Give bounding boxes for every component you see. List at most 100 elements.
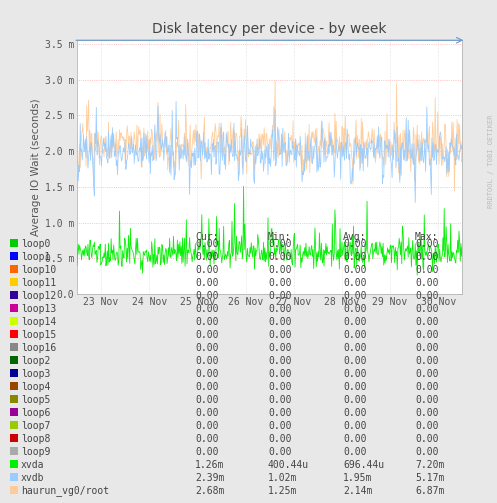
Text: loop4: loop4 <box>21 381 50 391</box>
Text: 0.00: 0.00 <box>415 329 438 340</box>
Text: loop10: loop10 <box>21 265 56 275</box>
Text: loop13: loop13 <box>21 303 56 313</box>
Text: 0.00: 0.00 <box>343 447 366 457</box>
Text: 0.00: 0.00 <box>195 381 219 391</box>
Text: Min:: Min: <box>268 232 292 242</box>
Text: Max:: Max: <box>415 232 438 242</box>
Text: 0.00: 0.00 <box>268 394 292 404</box>
Text: 0.00: 0.00 <box>415 278 438 288</box>
Text: 0.00: 0.00 <box>268 447 292 457</box>
Text: 0.00: 0.00 <box>268 291 292 300</box>
Text: Avg:: Avg: <box>343 232 366 242</box>
Text: loop0: loop0 <box>21 238 50 248</box>
Text: 7.20m: 7.20m <box>415 460 444 469</box>
Title: Disk latency per device - by week: Disk latency per device - by week <box>153 22 387 36</box>
Text: 0.00: 0.00 <box>268 407 292 417</box>
Text: 1.26m: 1.26m <box>195 460 224 469</box>
Text: 0.00: 0.00 <box>268 369 292 379</box>
Text: RRDTOOL / TOBI OETIKER: RRDTOOL / TOBI OETIKER <box>488 114 494 208</box>
Text: 0.00: 0.00 <box>268 303 292 313</box>
Text: loop12: loop12 <box>21 291 56 300</box>
Text: loop14: loop14 <box>21 316 56 326</box>
Text: 0.00: 0.00 <box>343 265 366 275</box>
Text: 0.00: 0.00 <box>343 316 366 326</box>
Text: 0.00: 0.00 <box>343 356 366 366</box>
Y-axis label: Average IO Wait (seconds): Average IO Wait (seconds) <box>31 99 41 236</box>
Text: 0.00: 0.00 <box>415 291 438 300</box>
Text: 0.00: 0.00 <box>268 356 292 366</box>
Text: 0.00: 0.00 <box>415 356 438 366</box>
Text: loop8: loop8 <box>21 434 50 444</box>
Text: 0.00: 0.00 <box>268 329 292 340</box>
Text: 0.00: 0.00 <box>195 238 219 248</box>
Text: 0.00: 0.00 <box>195 329 219 340</box>
Text: loop16: loop16 <box>21 343 56 353</box>
Text: 0.00: 0.00 <box>195 303 219 313</box>
Text: 0.00: 0.00 <box>343 407 366 417</box>
Text: loop5: loop5 <box>21 394 50 404</box>
Text: 0.00: 0.00 <box>268 265 292 275</box>
Text: 1.25m: 1.25m <box>268 485 297 495</box>
Text: 0.00: 0.00 <box>343 381 366 391</box>
Text: 0.00: 0.00 <box>195 278 219 288</box>
Text: 0.00: 0.00 <box>343 421 366 431</box>
Text: 400.44u: 400.44u <box>268 460 309 469</box>
Text: 0.00: 0.00 <box>415 316 438 326</box>
Text: 0.00: 0.00 <box>415 238 438 248</box>
Text: 1.02m: 1.02m <box>268 472 297 482</box>
Text: xvda: xvda <box>21 460 45 469</box>
Text: loop3: loop3 <box>21 369 50 379</box>
Text: 5.17m: 5.17m <box>415 472 444 482</box>
Text: 0.00: 0.00 <box>343 343 366 353</box>
Text: 0.00: 0.00 <box>195 394 219 404</box>
Text: 0.00: 0.00 <box>195 447 219 457</box>
Text: 0.00: 0.00 <box>415 447 438 457</box>
Text: 0.00: 0.00 <box>195 265 219 275</box>
Text: 0.00: 0.00 <box>268 381 292 391</box>
Text: 0.00: 0.00 <box>343 303 366 313</box>
Text: 0.00: 0.00 <box>195 291 219 300</box>
Text: loop15: loop15 <box>21 329 56 340</box>
Text: 0.00: 0.00 <box>415 303 438 313</box>
Text: 0.00: 0.00 <box>343 369 366 379</box>
Text: 0.00: 0.00 <box>343 329 366 340</box>
Text: 0.00: 0.00 <box>415 343 438 353</box>
Text: 0.00: 0.00 <box>195 252 219 262</box>
Text: 0.00: 0.00 <box>268 343 292 353</box>
Text: 2.39m: 2.39m <box>195 472 224 482</box>
Text: 2.14m: 2.14m <box>343 485 372 495</box>
Text: loop2: loop2 <box>21 356 50 366</box>
Text: 2.68m: 2.68m <box>195 485 224 495</box>
Text: 0.00: 0.00 <box>195 343 219 353</box>
Text: loop9: loop9 <box>21 447 50 457</box>
Text: 0.00: 0.00 <box>268 316 292 326</box>
Text: 0.00: 0.00 <box>343 252 366 262</box>
Text: loop11: loop11 <box>21 278 56 288</box>
Text: haurun_vg0/root: haurun_vg0/root <box>21 485 109 496</box>
Text: 0.00: 0.00 <box>195 421 219 431</box>
Text: 0.00: 0.00 <box>415 381 438 391</box>
Text: 0.00: 0.00 <box>415 421 438 431</box>
Text: loop6: loop6 <box>21 407 50 417</box>
Text: 0.00: 0.00 <box>415 407 438 417</box>
Text: 0.00: 0.00 <box>415 369 438 379</box>
Text: xvdb: xvdb <box>21 472 45 482</box>
Text: 0.00: 0.00 <box>195 316 219 326</box>
Text: 0.00: 0.00 <box>195 369 219 379</box>
Text: 0.00: 0.00 <box>195 356 219 366</box>
Text: loop7: loop7 <box>21 421 50 431</box>
Text: 0.00: 0.00 <box>343 278 366 288</box>
Text: 0.00: 0.00 <box>268 238 292 248</box>
Text: 0.00: 0.00 <box>343 238 366 248</box>
Text: 0.00: 0.00 <box>343 394 366 404</box>
Text: 0.00: 0.00 <box>268 434 292 444</box>
Text: 0.00: 0.00 <box>415 265 438 275</box>
Text: 0.00: 0.00 <box>195 434 219 444</box>
Text: 0.00: 0.00 <box>268 421 292 431</box>
Text: 0.00: 0.00 <box>268 252 292 262</box>
Text: 0.00: 0.00 <box>268 278 292 288</box>
Text: 0.00: 0.00 <box>415 252 438 262</box>
Text: Cur:: Cur: <box>195 232 219 242</box>
Text: 0.00: 0.00 <box>195 407 219 417</box>
Text: 0.00: 0.00 <box>415 394 438 404</box>
